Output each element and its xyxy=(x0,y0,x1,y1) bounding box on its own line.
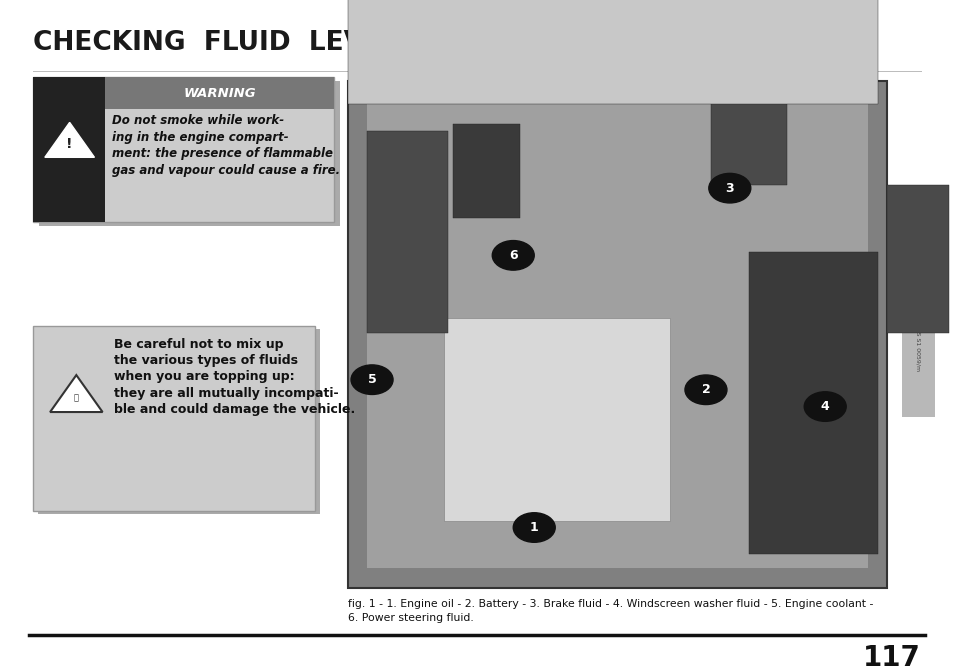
Text: Do not smoke while work-
ing in the engine compart-
ment: the presence of flamma: Do not smoke while work- ing in the engi… xyxy=(112,114,339,177)
Polygon shape xyxy=(51,375,103,412)
Text: 3: 3 xyxy=(724,181,734,195)
FancyBboxPatch shape xyxy=(348,0,877,104)
Circle shape xyxy=(513,513,555,542)
FancyBboxPatch shape xyxy=(105,77,334,109)
Text: 🚗: 🚗 xyxy=(73,394,79,403)
Polygon shape xyxy=(45,122,94,157)
FancyBboxPatch shape xyxy=(33,77,105,222)
Circle shape xyxy=(684,375,726,405)
FancyBboxPatch shape xyxy=(443,318,669,521)
FancyBboxPatch shape xyxy=(901,282,934,417)
FancyBboxPatch shape xyxy=(710,97,786,185)
Text: CHECKING  FLUID  LEVELS: CHECKING FLUID LEVELS xyxy=(33,30,417,56)
Circle shape xyxy=(492,241,534,270)
FancyBboxPatch shape xyxy=(38,329,319,514)
Text: 6: 6 xyxy=(508,249,517,262)
Text: 117: 117 xyxy=(862,644,920,672)
Text: fig. 1 - 1. Engine oil - 2. Battery - 3. Brake fluid - 4. Windscreen washer flui: fig. 1 - 1. Engine oil - 2. Battery - 3.… xyxy=(348,599,873,623)
Text: WARNING: WARNING xyxy=(183,87,255,99)
FancyBboxPatch shape xyxy=(33,77,334,222)
Circle shape xyxy=(708,173,750,203)
Text: 4: 4 xyxy=(820,400,829,413)
FancyBboxPatch shape xyxy=(367,101,867,568)
FancyBboxPatch shape xyxy=(453,124,519,218)
Text: PS S1 0059/m: PS S1 0059/m xyxy=(915,328,920,371)
Text: 1: 1 xyxy=(529,521,538,534)
Text: 5: 5 xyxy=(367,373,376,386)
FancyBboxPatch shape xyxy=(886,185,948,333)
FancyBboxPatch shape xyxy=(348,81,886,588)
FancyBboxPatch shape xyxy=(367,131,448,333)
FancyBboxPatch shape xyxy=(748,252,877,554)
Text: 2: 2 xyxy=(700,383,710,396)
FancyBboxPatch shape xyxy=(39,81,339,226)
Circle shape xyxy=(351,365,393,394)
Text: !: ! xyxy=(67,137,72,151)
FancyBboxPatch shape xyxy=(33,326,314,511)
Circle shape xyxy=(803,392,845,421)
Text: Be careful not to mix up
the various types of fluids
when you are topping up:
th: Be careful not to mix up the various typ… xyxy=(114,338,355,416)
